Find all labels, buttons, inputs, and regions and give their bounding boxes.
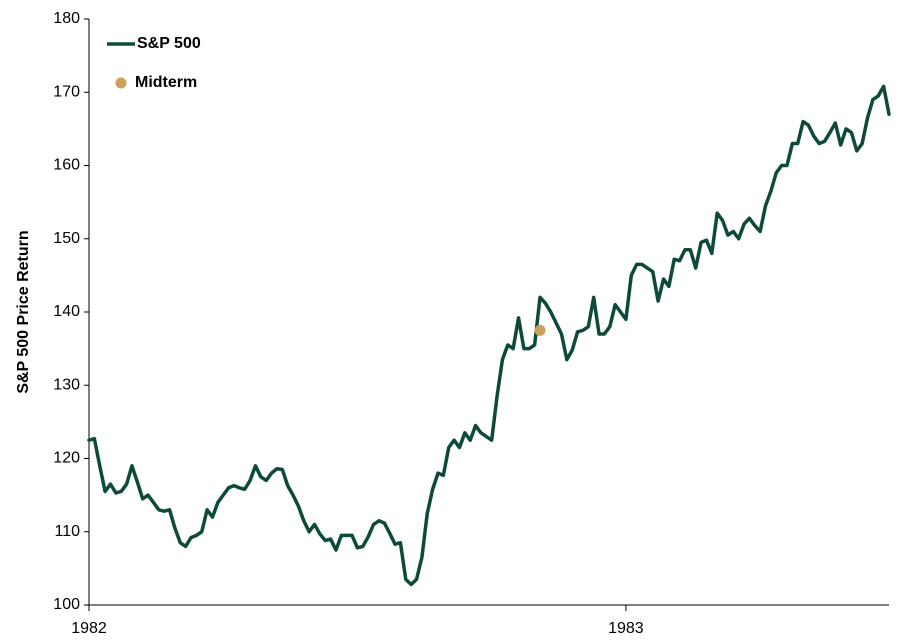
y-tick-label: 100: [53, 596, 80, 613]
y-tick-label: 160: [53, 157, 80, 174]
series-dot: [534, 324, 546, 336]
legend-label: S&P 500: [137, 35, 201, 52]
y-tick-label: 110: [54, 523, 80, 540]
y-tick-label: 180: [53, 10, 80, 27]
x-tick-label: 1982: [71, 620, 107, 637]
y-tick-label: 120: [53, 450, 80, 467]
y-axis-label: S&P 500 Price Return: [15, 230, 32, 393]
y-tick-label: 140: [53, 303, 80, 320]
y-tick-label: 170: [53, 83, 80, 100]
legend-label: Midterm: [135, 74, 197, 91]
legend-swatch: [115, 77, 127, 89]
y-tick-label: 130: [53, 376, 80, 393]
y-tick-label: 150: [53, 230, 80, 247]
x-tick-label: 1983: [608, 620, 644, 637]
series-line: [87, 84, 891, 587]
